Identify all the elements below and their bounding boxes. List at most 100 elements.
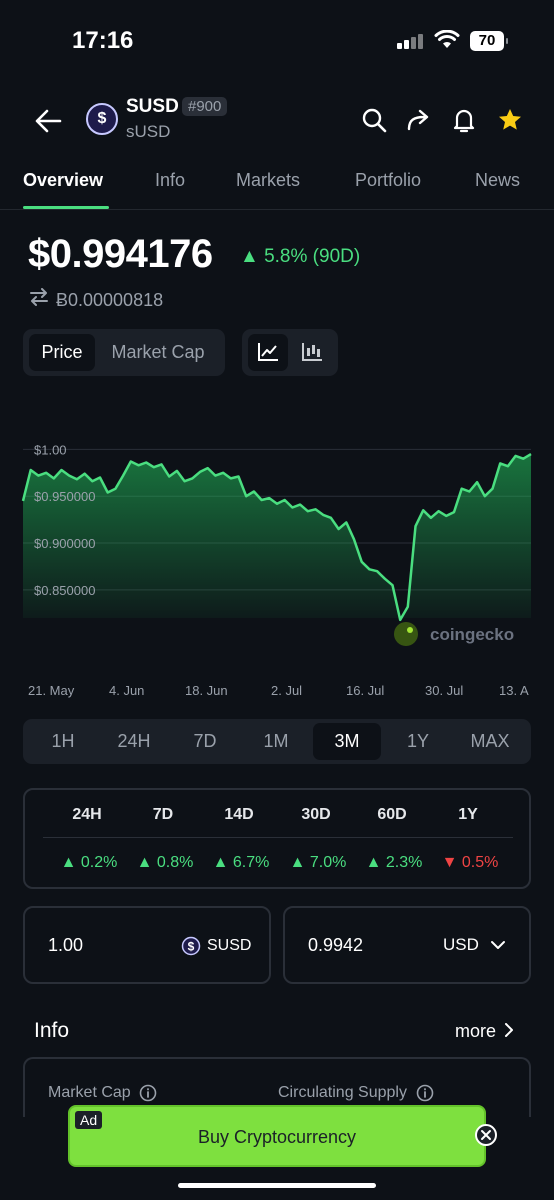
rank-badge: #900 — [182, 97, 228, 116]
range-max[interactable]: MAX — [470, 731, 510, 751]
fiat-amount-input[interactable]: 0.9942 USD — [283, 906, 531, 984]
chevron-down-icon — [491, 941, 505, 949]
perf-divider — [43, 837, 513, 838]
coin-logo: $ — [86, 103, 118, 135]
x-tick-label: 21. May — [28, 683, 75, 698]
perf-header-1y: 1Y — [458, 806, 478, 823]
perf-value-7d: ▲ 0.8% — [136, 854, 194, 871]
x-tick-label: 18. Jun — [185, 683, 228, 698]
coingecko-watermark: coingecko — [394, 622, 514, 646]
section-tabs: Overview Info Markets Portfolio News — [0, 160, 554, 210]
y-tick-label: $1.00 — [34, 442, 67, 457]
watermark-text: coingecko — [430, 625, 514, 644]
metric-toggle: Price Market Cap — [23, 329, 225, 376]
fiat-currency-select[interactable]: USD — [443, 935, 479, 954]
x-tick-label: 16. Jul — [346, 683, 384, 698]
coin-symbol: SUSD — [126, 96, 179, 117]
coingecko-logo-eye — [407, 627, 413, 633]
tab-overview[interactable]: Overview — [23, 170, 104, 190]
share-icon[interactable] — [405, 106, 433, 134]
coingecko-logo-icon — [394, 622, 418, 646]
perf-value-1y: ▼ 0.5% — [441, 854, 499, 871]
perf-value-24h: ▲ 0.2% — [60, 854, 118, 871]
ad-text: Buy Cryptocurrency — [197, 1127, 357, 1147]
performance-table: 24H 7D 14D 30D 60D 1Y ▲ 0.2% ▲ 0.8% ▲ 6.… — [23, 788, 531, 889]
price-toggle-button[interactable]: Price — [29, 334, 95, 371]
tab-portfolio[interactable]: Portfolio — [355, 170, 422, 190]
market-cap-toggle-button[interactable]: Market Cap — [111, 342, 205, 362]
line-chart-button[interactable] — [248, 334, 288, 371]
circulating-supply-info-icon[interactable] — [416, 1084, 434, 1102]
market-cap-info-icon[interactable] — [139, 1084, 157, 1102]
home-indicator — [178, 1183, 376, 1188]
x-tick-label: 2. Jul — [271, 683, 302, 698]
candlestick-chart-button[interactable] — [292, 334, 332, 371]
coin-amount-input[interactable]: 1.00 $ SUSD — [23, 906, 271, 984]
perf-header-14d: 14D — [224, 806, 254, 823]
chart-area — [23, 454, 531, 620]
range-1h[interactable]: 1H — [51, 731, 75, 751]
x-tick-label: 30. Jul — [425, 683, 463, 698]
tab-markets[interactable]: Markets — [236, 170, 301, 190]
range-7d[interactable]: 7D — [193, 731, 217, 751]
back-arrow-icon[interactable] — [32, 106, 64, 136]
perf-value-30d: ▲ 7.0% — [289, 854, 347, 871]
x-tick-label: 4. Jun — [109, 683, 144, 698]
battery-indicator: 70 — [470, 31, 508, 51]
coin-header: $ SUSD #900 sUSD — [0, 90, 554, 150]
perf-header-7d: 7D — [152, 806, 174, 823]
tab-news[interactable]: News — [475, 170, 521, 190]
search-icon[interactable] — [360, 106, 388, 134]
perf-value-60d: ▲ 2.3% — [365, 854, 423, 871]
perf-header-24h: 24H — [72, 806, 102, 823]
info-section-title: Info — [34, 1019, 70, 1042]
bell-icon[interactable] — [450, 106, 478, 134]
chart-type-toggle — [242, 329, 338, 376]
perf-value-14d: ▲ 6.7% — [212, 854, 270, 871]
coin-amount-value: 1.00 — [48, 935, 84, 955]
range-3m[interactable]: 3M — [313, 723, 381, 760]
coin-name: sUSD — [126, 122, 171, 141]
ad-banner[interactable]: Ad Buy Cryptocurrency — [68, 1105, 486, 1167]
more-link-label: more — [455, 1021, 497, 1041]
line-chart-icon — [258, 343, 278, 361]
range-1m[interactable]: 1M — [263, 731, 289, 751]
perf-header-30d: 30D — [301, 806, 331, 823]
y-tick-label: $0.850000 — [34, 583, 95, 598]
susd-coin-glyph: $ — [188, 940, 195, 954]
swap-arrows-icon — [30, 288, 48, 306]
wifi-icon — [434, 30, 460, 48]
price-change: ▲ 5.8% (90D) — [240, 246, 361, 267]
time-range-selector: 1H 24H 7D 1M 3M 1Y MAX — [23, 719, 531, 764]
susd-coin-icon: $ — [181, 936, 201, 956]
btc-price-row: Ƀ0.00000818 — [28, 288, 163, 311]
price-chart[interactable]: $1.00 $0.950000 $0.900000 $0.850000 coingec… — [0, 440, 554, 700]
x-tick-label: 13. A — [499, 683, 529, 698]
chart-line — [21, 453, 532, 622]
btc-price: Ƀ0.00000818 — [56, 290, 164, 310]
coin-unit-label: SUSD — [207, 937, 252, 954]
fiat-amount-value: 0.9942 — [308, 935, 364, 955]
range-1y[interactable]: 1Y — [406, 731, 430, 751]
ad-close-button[interactable] — [475, 1124, 497, 1146]
y-tick-label: $0.900000 — [34, 536, 95, 551]
status-time: 17:16 — [72, 27, 134, 54]
current-price: $0.994176 — [28, 232, 213, 276]
candlestick-icon — [302, 343, 322, 361]
perf-header-60d: 60D — [377, 806, 407, 823]
more-link[interactable]: more — [455, 1021, 515, 1042]
circulating-supply-label: Circulating Supply — [278, 1084, 407, 1101]
info-card: Market Cap Circulating Supply — [23, 1057, 531, 1117]
active-tab-indicator — [23, 206, 109, 209]
y-tick-label: $0.950000 — [34, 489, 95, 504]
cellular-signal-icon — [397, 33, 427, 49]
status-bar: 17:16 70 — [0, 0, 554, 84]
chevron-right-icon — [505, 1023, 514, 1037]
close-icon — [481, 1130, 491, 1140]
range-24h[interactable]: 24H — [117, 731, 151, 751]
ad-tag: Ad — [75, 1111, 103, 1129]
coin-logo-glyph: $ — [97, 110, 107, 127]
tab-info[interactable]: Info — [155, 170, 186, 190]
market-cap-label: Market Cap — [48, 1084, 131, 1101]
star-icon[interactable] — [496, 106, 524, 134]
